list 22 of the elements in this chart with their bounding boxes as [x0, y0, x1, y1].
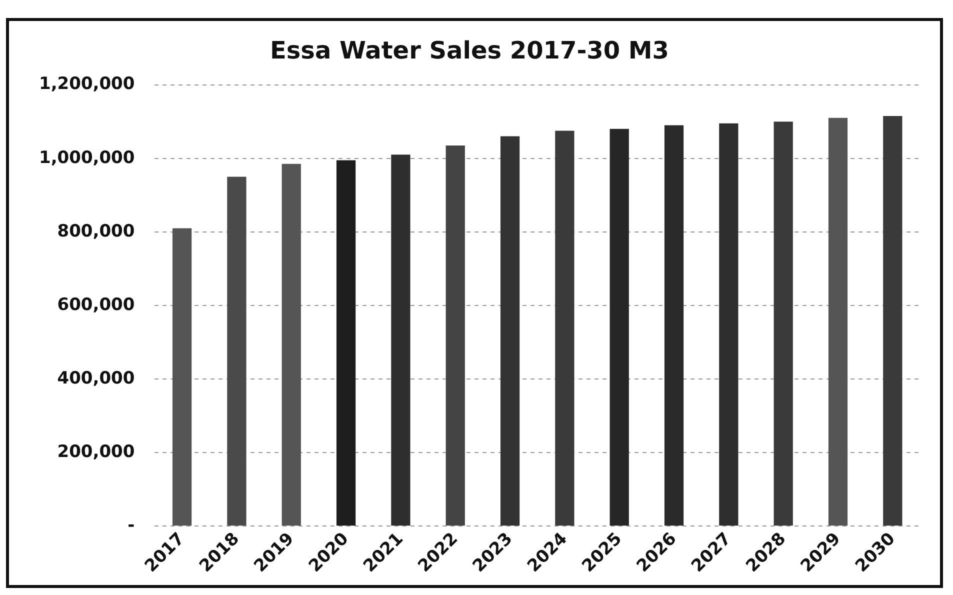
- bar: [828, 118, 848, 526]
- y-tick-label: 400,000: [57, 368, 135, 388]
- y-tick-label: 800,000: [57, 221, 135, 242]
- y-tick-label: 1,000,000: [39, 148, 135, 168]
- bar: [282, 164, 301, 526]
- chart-title: Essa Water Sales 2017-30 M3: [270, 36, 669, 65]
- bar: [610, 128, 629, 526]
- bar: [172, 228, 192, 526]
- bar: [719, 123, 738, 526]
- bar: [227, 176, 246, 526]
- bar: [391, 154, 410, 526]
- bar: [336, 160, 356, 526]
- bar: [664, 125, 684, 526]
- y-tick-label: 600,000: [57, 294, 135, 315]
- y-tick-label: -: [128, 516, 135, 536]
- bar: [774, 122, 793, 526]
- y-tick-label: 200,000: [57, 442, 135, 462]
- bar: [555, 130, 574, 526]
- bar: [883, 116, 902, 526]
- bar: [446, 145, 465, 526]
- bar: [500, 136, 520, 526]
- y-tick-label: 1,200,000: [39, 74, 135, 94]
